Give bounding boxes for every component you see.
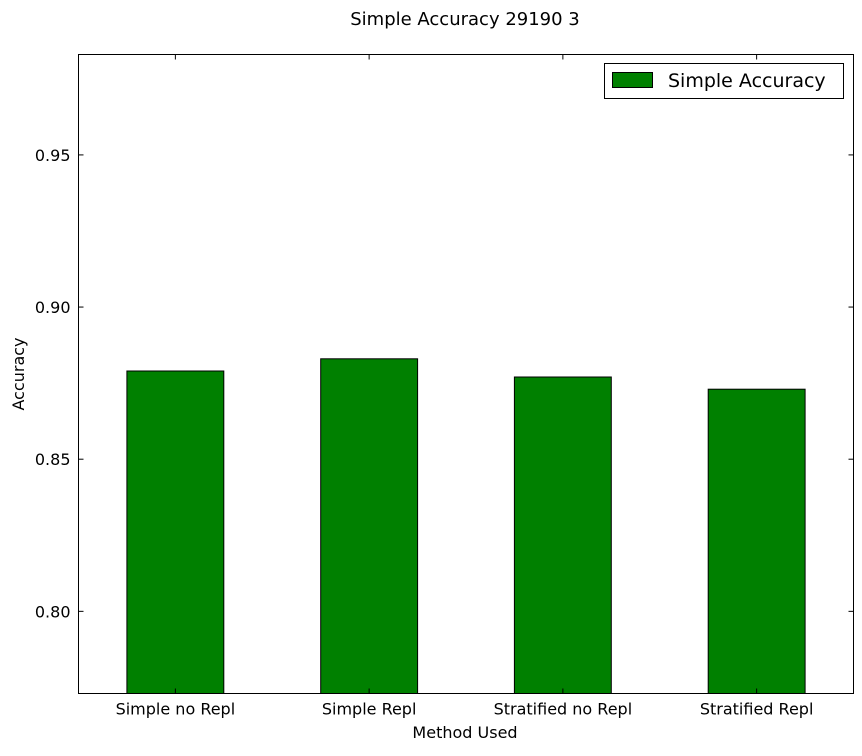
y-axis-label: Accuracy — [9, 337, 28, 410]
x-tick-label: Simple no Repl — [116, 700, 236, 719]
bar-stratified-repl — [707, 388, 806, 694]
y-tick-label: 0.90 — [35, 298, 71, 317]
x-axis-label: Method Used — [412, 723, 517, 742]
plot-area-frame — [78, 54, 854, 694]
bar-simple-repl — [320, 358, 419, 694]
bars-layer — [126, 358, 806, 694]
legend: Simple Accuracy — [604, 63, 844, 99]
bar-simple-no-repl — [126, 370, 225, 694]
ticks-layer: Simple no Repl Simple Repl Stratified no R… — [35, 54, 854, 719]
bar-stratified-no-repl — [513, 376, 612, 694]
x-tick-label: Simple Repl — [322, 700, 417, 719]
y-tick-label: 0.85 — [35, 450, 71, 469]
x-tick-label: Stratified Repl — [700, 700, 814, 719]
legend-label: Simple Accuracy — [668, 70, 826, 92]
legend-swatch — [612, 72, 653, 88]
y-tick-label: 0.95 — [35, 146, 71, 165]
x-tick-label: Stratified no Repl — [494, 700, 633, 719]
chart-title: Simple Accuracy 29190 3 — [350, 9, 580, 30]
y-tick-label: 0.80 — [35, 602, 71, 621]
